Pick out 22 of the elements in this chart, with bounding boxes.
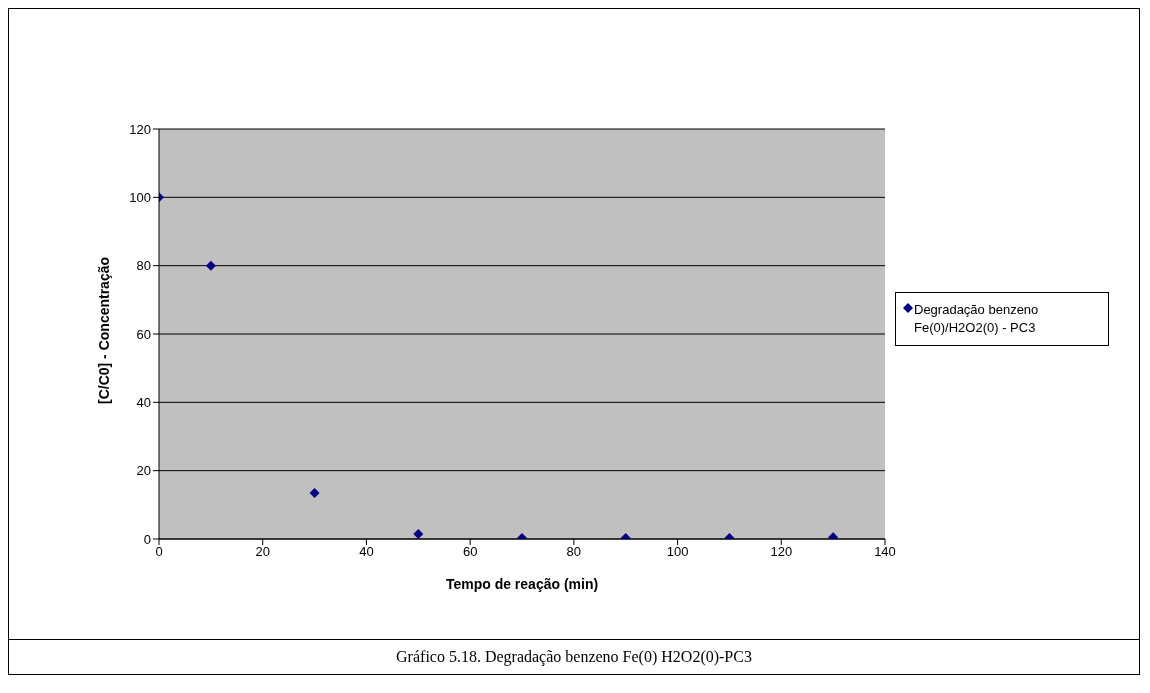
y-axis-title: [C/C0] - Concentração	[95, 256, 112, 404]
x-tick-label: 140	[874, 544, 896, 560]
point	[413, 528, 424, 539]
x-tick-label: 20	[255, 544, 270, 560]
x-tick-label: 120	[770, 544, 793, 560]
x-tick-label: 60	[462, 544, 478, 560]
y-tick-label: 20	[136, 463, 151, 479]
x-tick-label: 100	[666, 544, 689, 560]
y-tick-label: 0	[143, 531, 151, 547]
y-tick-label: 80	[136, 258, 151, 274]
x-tick-label: 80	[566, 544, 582, 560]
x-tick-label: 0	[155, 544, 163, 560]
x-axis-title: Tempo de reação (min)	[445, 576, 599, 592]
y-tick-label: 100	[129, 189, 151, 205]
point	[309, 487, 320, 498]
x-tick-label: 40	[359, 544, 374, 560]
legend-label: Degradação benzeno Fe(0)/H2O2(0) - PC3	[914, 301, 1040, 337]
y-tick-label: 60	[136, 326, 151, 342]
y-tick-label: 40	[136, 394, 151, 410]
text: Gráfico 5.18. Degradação benzeno Fe(0) H2O2(0)-PC3	[395, 647, 753, 668]
y-tick-label: 120	[129, 121, 151, 137]
point	[205, 260, 216, 271]
